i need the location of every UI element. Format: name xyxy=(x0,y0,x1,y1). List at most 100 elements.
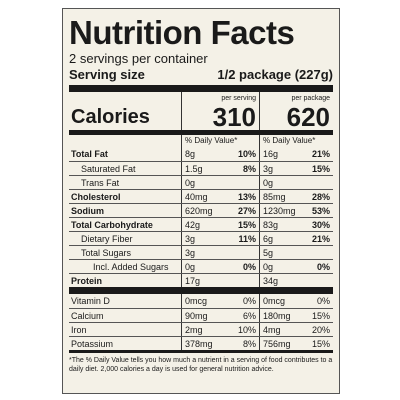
serving-cell: 90mg 6% xyxy=(181,309,259,322)
amount: 180mg xyxy=(263,311,291,321)
vitamin-rows: Vitamin D 0mcg 0% 0mcg 0% Calcium 90mg 6% 180mg 1… xyxy=(69,294,333,350)
divider xyxy=(69,287,333,294)
nutrient-name: Total Fat xyxy=(71,149,108,159)
dv-header: % Daily Value* % Daily Value* xyxy=(69,135,333,147)
title: Nutrition Facts xyxy=(69,14,295,51)
nutrient-row: Total Sugars 3g 5g xyxy=(69,245,333,259)
daily-value: 21% xyxy=(311,234,330,244)
amount: 0g xyxy=(263,178,274,188)
daily-value: 0% xyxy=(316,262,330,272)
serving-cell: 620mg 27% xyxy=(181,204,259,217)
package-cell: 1230mg 53% xyxy=(259,204,333,217)
dv-serving: % Daily Value* xyxy=(185,136,238,145)
nutrient-row: Calcium 90mg 6% 180mg 15% xyxy=(69,308,333,322)
calories-package: 620 xyxy=(286,102,330,132)
col-serving: per serving xyxy=(221,95,256,102)
package-cell: 16g 21% xyxy=(259,147,333,161)
amount: 6g xyxy=(263,234,274,244)
divider xyxy=(69,350,333,353)
col-package: per package xyxy=(291,95,330,102)
nutrient-row: Potassium 378mg 8% 756mg 15% xyxy=(69,336,333,350)
serving-size-value: 1/2 package (227g) xyxy=(217,67,333,82)
package-cell: 756mg 15% xyxy=(259,337,333,350)
serving-size-label: Serving size xyxy=(69,67,145,82)
daily-value: 10% xyxy=(237,149,256,159)
amount: 2mg xyxy=(185,325,203,335)
daily-value: 20% xyxy=(311,325,330,335)
serving-cell: 0g xyxy=(181,176,259,189)
serving-cell: 40mg 13% xyxy=(181,190,259,203)
serving-cell: 378mg 8% xyxy=(181,337,259,350)
daily-value: 15% xyxy=(311,164,330,174)
amount: 0g xyxy=(185,262,196,272)
nutrient-row: Trans Fat 0g 0g xyxy=(69,175,333,189)
nutrient-name: Cholesterol xyxy=(71,192,121,202)
nutrient-name: Protein xyxy=(71,276,103,286)
nutrient-name: Calcium xyxy=(71,311,104,321)
amount: 4mg xyxy=(263,325,281,335)
nutrient-name: Dietary Fiber xyxy=(81,234,133,244)
nutrition-label: Nutrition Facts 2 servings per container… xyxy=(62,8,340,394)
nutrient-name: Sodium xyxy=(71,206,104,216)
amount: 40mg xyxy=(185,192,208,202)
package-cell: 5g xyxy=(259,246,333,259)
amount: 42g xyxy=(185,220,201,230)
nutrient-name: Saturated Fat xyxy=(81,164,136,174)
amount: 378mg xyxy=(185,339,213,349)
nutrient-name: Total Sugars xyxy=(81,248,132,258)
daily-value: 15% xyxy=(237,220,256,230)
daily-value: 21% xyxy=(311,149,330,159)
nutrient-name: Trans Fat xyxy=(81,178,120,188)
nutrient-row: Total Fat 8g 10% 16g 21% xyxy=(69,147,333,161)
amount: 17g xyxy=(185,276,201,286)
nutrient-name: Total Carbohydrate xyxy=(71,220,153,230)
amount: 85mg xyxy=(263,192,286,202)
serving-size: Serving size 1/2 package (227g) xyxy=(69,67,333,83)
daily-value: 6% xyxy=(242,311,256,321)
serving-cell: 0g 0% xyxy=(181,260,259,273)
daily-value: 10% xyxy=(237,325,256,335)
daily-value: 0% xyxy=(242,262,256,272)
amount: 620mg xyxy=(185,206,213,216)
daily-value: 15% xyxy=(311,311,330,321)
serving-cell: 17g xyxy=(181,274,259,287)
nutrient-name: Potassium xyxy=(71,339,114,349)
serving-cell: 3g 11% xyxy=(181,232,259,245)
daily-value: 53% xyxy=(311,206,330,216)
servings: 2 servings per container xyxy=(69,51,333,67)
package-cell: 0mcg 0% xyxy=(259,294,333,308)
daily-value: 0% xyxy=(242,296,256,306)
amount: 3g xyxy=(185,234,196,244)
nutrient-rows: Total Fat 8g 10% 16g 21% Saturated Fat 1.5g 8% 3… xyxy=(69,147,333,287)
package-cell: 4mg 20% xyxy=(259,323,333,336)
amount: 34g xyxy=(263,276,279,286)
package-cell: 180mg 15% xyxy=(259,309,333,322)
daily-value: 13% xyxy=(237,192,256,202)
servings-text: 2 servings per container xyxy=(69,51,208,66)
footnote: *The % Daily Value tells you how much a … xyxy=(69,357,333,373)
amount: 1230mg xyxy=(263,206,296,216)
nutrient-row: Dietary Fiber 3g 11% 6g 21% xyxy=(69,231,333,245)
daily-value: 30% xyxy=(311,220,330,230)
package-cell: 0g 0% xyxy=(259,260,333,273)
package-cell: 0g xyxy=(259,176,333,189)
daily-value: 8% xyxy=(242,339,256,349)
daily-value: 15% xyxy=(311,339,330,349)
amount: 0g xyxy=(263,262,274,272)
calories-label: Calories xyxy=(71,106,150,128)
serving-cell: 8g 10% xyxy=(181,147,259,161)
daily-value: 0% xyxy=(316,296,330,306)
daily-value: 28% xyxy=(311,192,330,202)
nutrient-row: Vitamin D 0mcg 0% 0mcg 0% xyxy=(69,294,333,308)
nutrient-row: Incl. Added Sugars 0g 0% 0g 0% xyxy=(69,259,333,273)
nutrient-row: Protein 17g 34g xyxy=(69,273,333,287)
calories-row: Calories 310 620 xyxy=(69,104,333,130)
nutrient-row: Cholesterol 40mg 13% 85mg 28% xyxy=(69,189,333,203)
amount: 90mg xyxy=(185,311,208,321)
amount: 756mg xyxy=(263,339,291,349)
daily-value: 27% xyxy=(237,206,256,216)
package-cell: 6g 21% xyxy=(259,232,333,245)
nutrient-row: Total Carbohydrate 42g 15% 83g 30% xyxy=(69,217,333,231)
amount: 0mcg xyxy=(263,296,286,306)
amount: 0g xyxy=(185,178,196,188)
